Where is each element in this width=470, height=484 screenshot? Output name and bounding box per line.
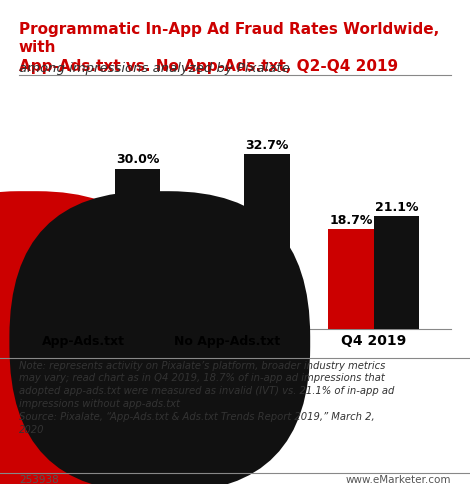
Bar [374, 216, 419, 329]
Text: 30.0%: 30.0% [116, 153, 159, 166]
Bar [199, 222, 244, 329]
Text: www.eMarketer.com: www.eMarketer.com [346, 475, 451, 484]
Text: 20.1%: 20.1% [200, 207, 243, 219]
Text: Programmatic In-App Ad Fraud Rates Worldwide, with
App-Ads.txt vs. No App-Ads.tx: Programmatic In-App Ad Fraud Rates World… [19, 22, 439, 74]
Text: 21.1%: 21.1% [375, 201, 418, 214]
Bar [329, 229, 374, 329]
Text: App-Ads.txt: App-Ads.txt [42, 335, 125, 348]
Bar [115, 168, 160, 329]
Text: 18.7%: 18.7% [329, 214, 373, 227]
Text: among impressions analyzed by Pixalate: among impressions analyzed by Pixalate [19, 62, 290, 75]
Text: Note: represents activity on Pixalate’s platform, broader industry metrics
may v: Note: represents activity on Pixalate’s … [19, 361, 394, 435]
Text: No App-Ads.txt: No App-Ads.txt [174, 335, 280, 348]
Text: 19.4%: 19.4% [71, 210, 114, 223]
Text: 32.7%: 32.7% [245, 139, 289, 152]
Text: 253938: 253938 [19, 475, 59, 484]
Bar [244, 154, 290, 329]
Bar [70, 226, 115, 329]
